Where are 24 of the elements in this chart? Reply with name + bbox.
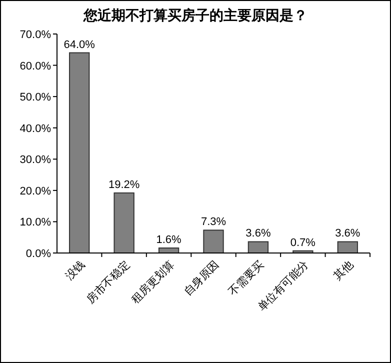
y-tick-label: 10.0% [20, 216, 52, 229]
y-tick-label: 40.0% [20, 122, 52, 135]
bar [248, 241, 269, 254]
y-tick-label: 60.0% [20, 60, 52, 72]
data-label: 3.6% [335, 228, 360, 240]
data-label: 64.0% [64, 38, 96, 51]
data-label: 1.6% [156, 234, 182, 246]
bar [337, 241, 358, 254]
y-tick-label: 70.0% [20, 29, 52, 41]
y-tick-label: 20.0% [20, 185, 52, 198]
data-label: 3.6% [246, 228, 271, 240]
bar [114, 192, 134, 254]
data-label: 7.3% [200, 216, 226, 228]
y-tick-label: 50.0% [20, 92, 52, 104]
x-tick-label: 不需要买 [226, 258, 266, 298]
x-tick-label: 其他 [331, 258, 356, 283]
bar [203, 230, 224, 254]
x-tick-label: 自身原因 [182, 258, 222, 298]
data-label: 19.2% [108, 178, 140, 191]
bar [69, 52, 90, 254]
y-tick-label: 0.0% [26, 248, 52, 260]
chart-title: 您近期不打算买房子的主要原因是？ [82, 7, 308, 23]
y-tick-label: 30.0% [20, 154, 52, 166]
data-label: 0.7% [290, 236, 316, 249]
